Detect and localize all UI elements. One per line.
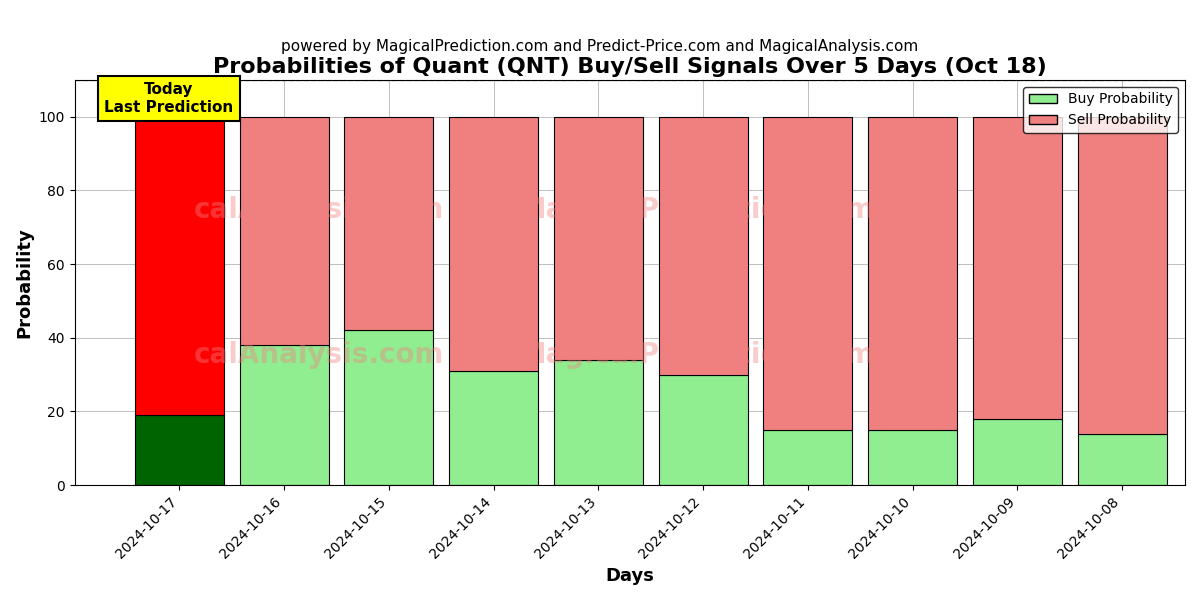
Bar	[344, 331, 433, 485]
Title: Probabilities of Quant (QNT) Buy/Sell Signals Over 5 Days (Oct 18): Probabilities of Quant (QNT) Buy/Sell Si…	[212, 57, 1046, 77]
Bar	[868, 117, 958, 430]
Bar	[973, 117, 1062, 419]
X-axis label: Days: Days	[605, 567, 654, 585]
Text: MagicalPrediction.com: MagicalPrediction.com	[518, 196, 875, 224]
Bar	[763, 430, 852, 485]
Bar	[240, 117, 329, 345]
Y-axis label: Probability: Probability	[16, 227, 34, 338]
Bar	[659, 374, 748, 485]
Bar	[1078, 434, 1166, 485]
Bar	[554, 360, 643, 485]
Bar	[344, 117, 433, 331]
Text: MagicalPrediction.com: MagicalPrediction.com	[518, 341, 875, 370]
Bar	[134, 117, 224, 415]
Bar	[973, 419, 1062, 485]
Bar	[449, 117, 538, 371]
Bar	[240, 345, 329, 485]
Legend: Buy Probability, Sell Probability: Buy Probability, Sell Probability	[1024, 87, 1178, 133]
Bar	[763, 117, 852, 430]
Bar	[659, 117, 748, 374]
Text: powered by MagicalPrediction.com and Predict-Price.com and MagicalAnalysis.com: powered by MagicalPrediction.com and Pre…	[281, 39, 919, 54]
Text: calAnalysis.com: calAnalysis.com	[193, 196, 444, 224]
Bar	[554, 117, 643, 360]
Bar	[868, 430, 958, 485]
Bar	[449, 371, 538, 485]
Text: Today
Last Prediction: Today Last Prediction	[104, 82, 234, 115]
Bar	[1078, 117, 1166, 434]
Text: calAnalysis.com: calAnalysis.com	[193, 341, 444, 370]
Bar	[134, 415, 224, 485]
